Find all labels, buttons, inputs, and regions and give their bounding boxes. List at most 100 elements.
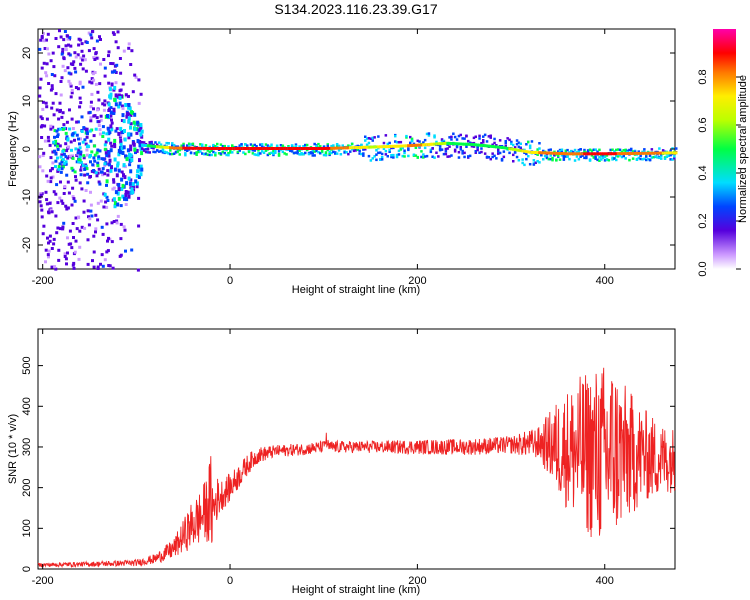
noise-cell [120, 177, 124, 182]
ridge-halo-cell [506, 137, 509, 140]
noise-cell [71, 263, 75, 267]
ridge-halo-cell [152, 147, 155, 150]
noise-cell [103, 164, 107, 168]
noise-cell [72, 261, 76, 265]
ridge-halo-cell [337, 149, 341, 152]
ridge-cell [521, 149, 524, 153]
noise-cell [61, 158, 65, 162]
noise-cell [108, 163, 112, 167]
ridge-cell [416, 143, 419, 147]
noise-cell [83, 168, 87, 171]
noise-cell [66, 156, 70, 160]
ridge-cell [442, 141, 446, 145]
noise-cell [58, 127, 62, 131]
ridge-halo-cell [433, 134, 436, 137]
noise-cell [95, 56, 99, 60]
noise-cell [85, 135, 89, 139]
ridge-halo-cell [429, 148, 433, 152]
noise-cell [81, 164, 85, 167]
noise-cell [58, 101, 62, 105]
ridge-halo-cell [650, 148, 654, 151]
ridge-halo-cell [201, 152, 204, 155]
ridge-cell [403, 144, 406, 148]
ridge-cell [225, 147, 228, 150]
noise-cell [100, 225, 104, 229]
ridge-halo-cell [184, 148, 187, 152]
ridge-halo-cell [671, 147, 674, 150]
ridge-halo-cell [613, 157, 616, 160]
ridge-halo-cell [403, 151, 406, 155]
ridge-halo-cell [270, 143, 273, 146]
noise-cell [82, 154, 86, 158]
ridge-cell [508, 147, 511, 151]
ridge-cell [221, 147, 225, 150]
noise-cell [135, 185, 139, 189]
noise-cell [50, 73, 54, 76]
noise-cell [113, 144, 117, 149]
noise-cell [65, 120, 69, 124]
ridge-halo-cell [665, 155, 669, 158]
ridge-halo-cell [315, 145, 318, 148]
ridge-halo-cell [594, 148, 597, 151]
noise-cell [38, 155, 42, 159]
ridge-halo-cell [141, 141, 144, 144]
noise-cell [71, 186, 75, 190]
noise-cell [81, 58, 85, 62]
noise-cell [96, 148, 100, 152]
ridge-cell [601, 152, 605, 156]
ridge-cell [635, 151, 639, 155]
ridge-halo-cell [375, 149, 378, 152]
ridge-halo-cell [365, 137, 369, 140]
ridge-halo-cell [349, 150, 352, 153]
noise-cell [39, 204, 43, 208]
noise-cell [115, 127, 119, 131]
noise-cell [103, 99, 107, 103]
ridge-halo-cell [495, 157, 498, 160]
ridge-cell [418, 143, 421, 147]
noise-cell [69, 140, 73, 144]
ridge-halo-cell [631, 150, 635, 153]
ridge-halo-cell [324, 154, 328, 157]
noise-cell [48, 234, 52, 238]
noise-cell [50, 247, 54, 250]
noise-cell [96, 267, 100, 270]
ridge-halo-cell [382, 141, 386, 145]
ridge-halo-cell [452, 132, 455, 135]
colorbar-ticks: 0.00.20.40.60.8 [697, 69, 741, 277]
noise-cell [117, 187, 121, 191]
noise-cell [109, 148, 113, 153]
ridge-cell [570, 152, 573, 156]
noise-cell [109, 141, 113, 145]
ridge-cell [545, 151, 549, 155]
noise-cell [46, 179, 50, 183]
noise-cell [122, 119, 126, 124]
ridge-cell [543, 151, 547, 155]
ridge-halo-cell [202, 152, 206, 156]
ridge-halo-cell [371, 136, 374, 140]
noise-cell [136, 181, 139, 186]
x-tick-label: 400 [596, 275, 614, 287]
ridge-halo-cell [180, 144, 183, 147]
noise-cell [63, 255, 67, 258]
ridge-cell [497, 145, 500, 149]
ridge-halo-cell [365, 143, 369, 146]
ridge-halo-cell [504, 140, 507, 143]
ridge-halo-cell [553, 153, 556, 157]
ridge-halo-cell [611, 156, 614, 160]
ridge-halo-cell [328, 150, 331, 154]
noise-cell [56, 135, 59, 138]
ridge-halo-cell [171, 142, 174, 145]
noise-cell [49, 88, 53, 92]
ridge-halo-cell [624, 157, 627, 160]
ridge-halo-cell [300, 153, 303, 156]
ridge-halo-cell [667, 154, 670, 158]
noise-cell [106, 199, 110, 202]
noise-cell [65, 173, 69, 177]
ridge-halo-cell [244, 152, 247, 156]
noise-cell [136, 139, 140, 144]
ridge-halo-cell [356, 144, 359, 148]
noise-cell [74, 178, 78, 182]
ridge-halo-cell [146, 148, 150, 151]
noise-cell [38, 86, 42, 90]
